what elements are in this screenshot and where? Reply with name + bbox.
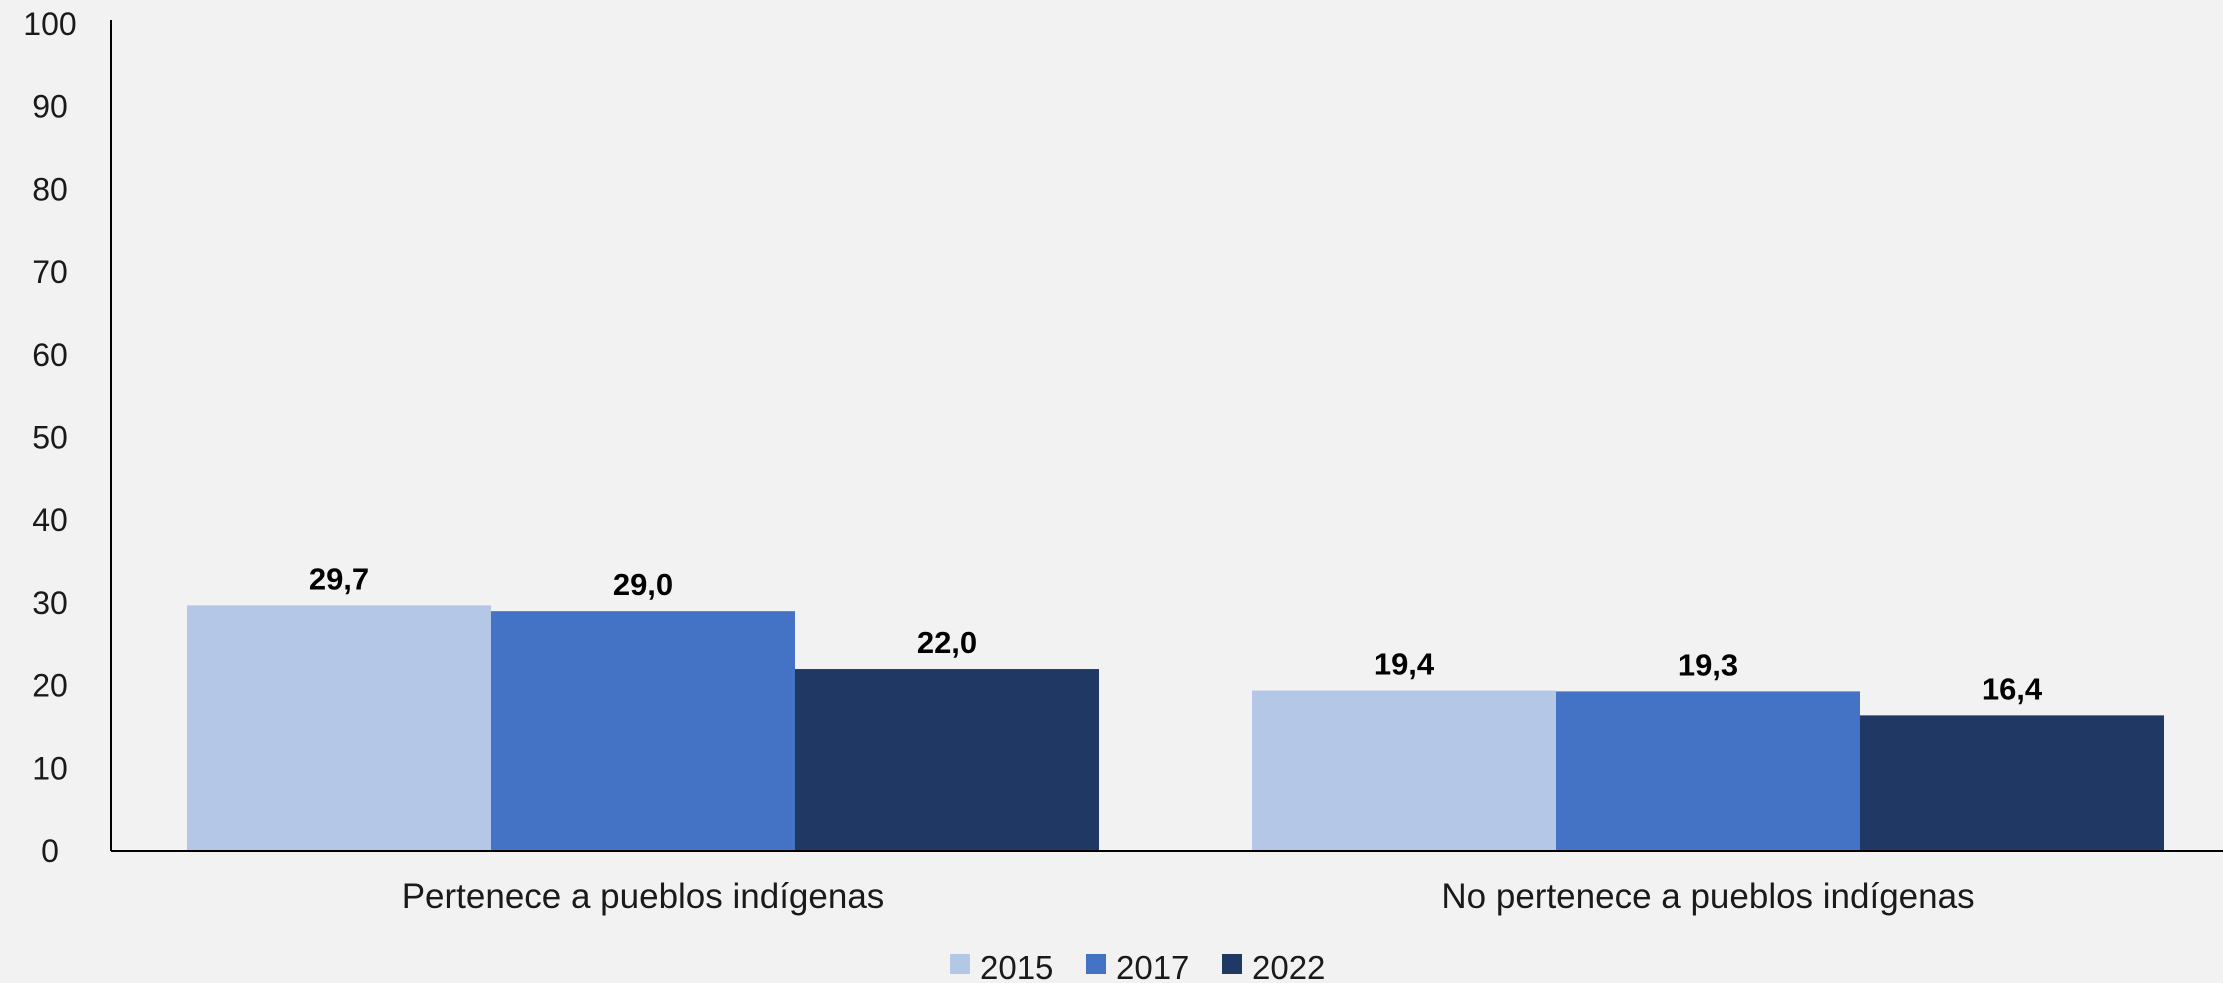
y-tick-label: 100 (23, 6, 76, 42)
data-label: 29,0 (613, 567, 673, 602)
data-label: 16,4 (1982, 671, 2043, 706)
y-tick-label: 0 (41, 833, 59, 869)
category-label: No pertenece a pueblos indígenas (1441, 877, 1974, 916)
bar-2022 (795, 669, 1099, 851)
y-tick-label: 10 (32, 750, 68, 786)
legend-swatch-2017 (1086, 954, 1106, 974)
y-tick-label: 50 (32, 420, 68, 456)
y-tick-label: 70 (32, 254, 68, 290)
legend-label-2017: 2017 (1116, 949, 1189, 983)
data-label: 22,0 (917, 625, 977, 660)
category-label: Pertenece a pueblos indígenas (402, 877, 885, 916)
y-axis-ticks: 0 10 20 30 40 50 60 70 80 90 100 (23, 6, 76, 869)
data-label: 29,7 (309, 561, 369, 596)
bar-2015 (1252, 690, 1556, 851)
data-label: 19,3 (1678, 647, 1738, 682)
y-tick-label: 60 (32, 337, 68, 373)
y-tick-label: 80 (32, 171, 68, 207)
bar-2017 (491, 611, 795, 851)
y-tick-label: 90 (32, 89, 68, 125)
data-labels: 29,7 29,0 22,0 19,4 19,3 16,4 (309, 561, 2043, 706)
data-label: 19,4 (1374, 647, 1435, 682)
bar-2017 (1556, 691, 1860, 851)
bar-2015 (187, 605, 491, 851)
bar-2022 (1860, 715, 2164, 851)
legend-label-2022: 2022 (1252, 949, 1325, 983)
legend-label-2015: 2015 (980, 949, 1053, 983)
legend-swatch-2015 (950, 954, 970, 974)
legend-swatch-2022 (1222, 954, 1242, 974)
y-tick-label: 20 (32, 668, 68, 704)
legend: 2015 2017 2022 (950, 949, 1325, 983)
y-tick-label: 40 (32, 502, 68, 538)
bars (187, 605, 2164, 851)
y-tick-label: 30 (32, 585, 68, 621)
category-labels: Pertenece a pueblos indígenas No pertenec… (402, 877, 1975, 916)
